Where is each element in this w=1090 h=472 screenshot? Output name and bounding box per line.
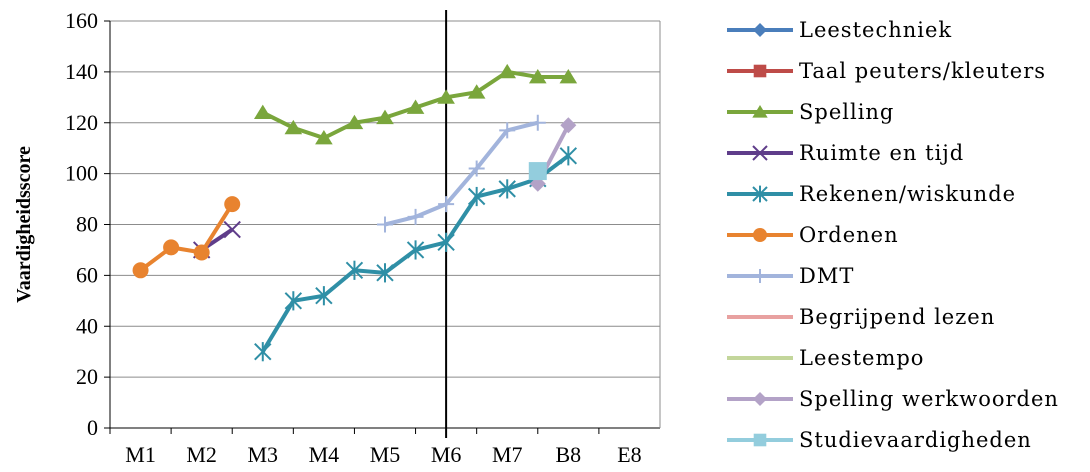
series-spelling [253, 63, 578, 145]
series-line [139, 203, 234, 272]
x-tick-label: B8 [555, 442, 581, 467]
data-point [437, 89, 455, 104]
legend-label: Spelling [799, 100, 894, 124]
data-point [498, 179, 516, 199]
series-dmt [377, 114, 546, 233]
legend-label: Studievaardigheden [799, 428, 1032, 452]
data-point [284, 291, 303, 311]
data-point [315, 286, 333, 306]
series-group [132, 63, 578, 362]
data-point [407, 208, 424, 225]
x-tick-label: M3 [247, 442, 278, 467]
legend-label: Spelling werkwoorden [799, 387, 1059, 411]
axes [104, 10, 661, 438]
data-point [498, 63, 517, 79]
data-point [284, 119, 303, 135]
x-tick-label: M1 [125, 442, 156, 467]
legend-item: Ordenen [727, 223, 899, 247]
data-point [438, 196, 455, 213]
data-point [528, 162, 547, 181]
y-tick-label: 100 [65, 161, 98, 186]
x-tick-labels: M1 M2 M3 M4 M5 M6 M7 B8 E8 [125, 442, 641, 467]
y-tick-label: 40 [76, 313, 98, 338]
y-tick-label: 120 [65, 110, 98, 135]
data-point [499, 122, 516, 139]
legend-label: DMT [799, 264, 854, 288]
legend-item: Spelling [727, 100, 894, 124]
series-ordenen [132, 196, 241, 279]
x-tick-label: M6 [431, 442, 462, 467]
y-tick-label: 0 [87, 415, 98, 440]
data-point [529, 114, 546, 131]
series-line [384, 120, 539, 227]
y-tick-label: 60 [76, 262, 98, 287]
data-point [132, 262, 149, 279]
legend-item: DMT [727, 264, 854, 288]
data-point [315, 130, 333, 145]
data-point [406, 99, 425, 114]
y-tick-labels: 0 20 40 60 80 100 120 140 160 [65, 8, 98, 440]
data-point [528, 68, 547, 84]
data-point [376, 109, 394, 125]
data-point [254, 342, 272, 362]
legend-marker [752, 145, 768, 161]
legend-label: Leestechniek [799, 18, 952, 42]
legend-label: Begrijpend lezen [799, 305, 995, 329]
legend-item: Spelling werkwoorden [727, 387, 1059, 411]
legend-item: Studievaardigheden [727, 428, 1032, 452]
series-rekenen-wiskunde [254, 146, 578, 362]
legend-label: Leestempo [799, 346, 924, 370]
data-point [559, 146, 578, 166]
legend-item: Taal peuters/kleuters [727, 59, 1046, 83]
y-tick-label: 140 [65, 59, 98, 84]
legend-item: Leestempo [727, 346, 924, 370]
x-tick-label: M4 [309, 442, 340, 467]
legend-label: Rekenen/wiskunde [799, 182, 1016, 206]
legend-marker [753, 64, 767, 78]
legend-item: Ruimte en tijd [727, 141, 964, 165]
data-point [377, 216, 393, 233]
data-point [345, 260, 364, 280]
legend: Leestechniek Taal peuters/kleuters Spellin… [727, 18, 1059, 452]
data-point [560, 117, 577, 134]
y-tick-label: 20 [76, 364, 98, 389]
x-tick-label: M2 [186, 442, 217, 467]
legend-marker [752, 185, 768, 203]
x-tick-label: M7 [492, 442, 523, 467]
legend-marker [753, 433, 767, 447]
legend-marker [753, 228, 767, 242]
data-point [345, 114, 364, 130]
data-point [224, 196, 241, 213]
legend-marker [753, 269, 767, 283]
legend-marker [753, 392, 767, 406]
y-tick-label: 160 [65, 8, 98, 33]
data-point [376, 263, 394, 283]
data-point [253, 104, 272, 119]
data-point [406, 240, 425, 260]
legend-item: Rekenen/wiskunde [727, 182, 1016, 206]
legend-label: Ruimte en tijd [799, 141, 964, 165]
legend-item: Begrijpend lezen [727, 305, 995, 329]
data-point [163, 239, 180, 256]
data-point [467, 186, 486, 207]
legend-marker [752, 105, 768, 118]
data-point [468, 160, 485, 177]
y-axis-label: Vaardigheidsscore [13, 146, 35, 303]
data-point [559, 68, 578, 84]
legend-label: Ordenen [799, 223, 899, 247]
legend-label: Taal peuters/kleuters [799, 59, 1046, 83]
data-point [467, 84, 486, 99]
data-point [223, 220, 241, 239]
x-tick-label: E8 [617, 442, 641, 467]
y-tick-label: 80 [76, 212, 98, 237]
legend-item: Leestechniek [727, 18, 952, 42]
series-studievaardigheden [528, 162, 547, 181]
x-tick-label: M5 [370, 442, 401, 467]
data-point [437, 232, 455, 252]
data-point [193, 244, 210, 261]
legend-marker [753, 23, 767, 37]
